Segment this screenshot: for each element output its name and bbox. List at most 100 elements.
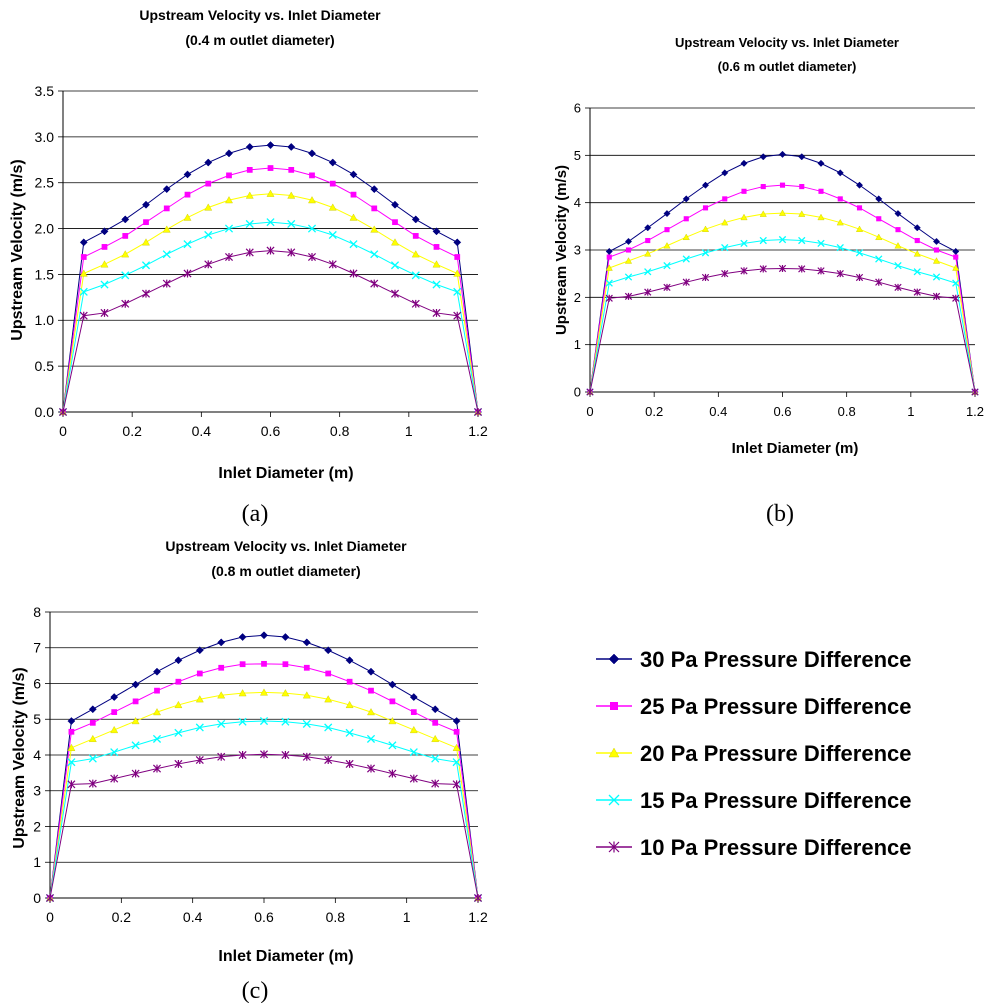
marker-star <box>238 750 247 760</box>
marker-star <box>370 279 379 288</box>
marker-x <box>324 723 333 732</box>
x-tick-label: 0.2 <box>122 423 142 439</box>
marker-triangle <box>759 210 767 217</box>
x-tick-label: 0 <box>586 404 593 419</box>
marker-x <box>238 717 247 726</box>
legend-marker-diamond <box>608 653 620 665</box>
marker-x <box>366 734 376 743</box>
marker-x <box>141 261 151 270</box>
legend-marker-square <box>610 702 618 710</box>
marker-star <box>952 294 960 302</box>
marker-diamond <box>370 185 379 194</box>
marker-triangle <box>281 689 290 697</box>
marker-square <box>184 191 191 198</box>
marker-star <box>217 752 226 761</box>
marker-square <box>389 698 396 705</box>
marker-triangle <box>624 257 633 264</box>
marker-diamond <box>195 646 204 655</box>
legend-item: 20 Pa Pressure Difference <box>596 741 912 766</box>
marker-square <box>625 247 632 253</box>
y-axis-label: Upstream Velocity (m/s) <box>9 159 26 340</box>
marker-star <box>608 841 620 853</box>
marker-star <box>302 752 311 761</box>
x-tick-label: 1 <box>907 404 914 419</box>
marker-diamond <box>204 158 213 167</box>
series-5 <box>58 246 483 417</box>
series-line <box>49 634 479 899</box>
marker-x <box>952 279 960 287</box>
marker-diamond <box>388 680 397 689</box>
marker-x <box>110 748 119 757</box>
marker-diamond <box>100 227 109 236</box>
marker-triangle <box>855 225 864 232</box>
marker-triangle <box>287 191 296 199</box>
marker-star <box>79 311 88 320</box>
marker-square <box>454 254 461 260</box>
marker-diamond <box>88 705 97 714</box>
x-tick-label: 0.8 <box>326 909 346 925</box>
marker-diamond <box>721 169 729 177</box>
marker-star <box>759 265 767 273</box>
marker-star <box>287 248 296 257</box>
marker-square <box>163 205 170 212</box>
x-tick-label: 0.6 <box>261 423 281 439</box>
marker-triangle <box>721 218 729 226</box>
marker-x <box>624 273 633 281</box>
marker-x <box>281 717 290 726</box>
marker-x <box>307 224 317 233</box>
marker-diamond <box>266 141 275 150</box>
marker-star <box>121 299 130 308</box>
marker-star <box>67 780 76 789</box>
marker-square <box>702 205 709 211</box>
marker-x <box>644 268 652 276</box>
marker-square <box>432 719 439 726</box>
y-tick-label: 3.0 <box>35 129 55 145</box>
marker-star <box>131 769 140 778</box>
marker-star <box>195 755 204 765</box>
marker-x <box>605 279 613 287</box>
marker-diamond <box>453 238 462 247</box>
y-tick-label: 5 <box>33 711 41 727</box>
marker-star <box>204 260 213 269</box>
marker-square <box>154 687 160 694</box>
marker-x <box>204 230 213 240</box>
marker-square <box>933 247 940 253</box>
marker-square <box>837 196 843 202</box>
chart-panel-c: Upstream Velocity vs. Inlet Diameter (0.… <box>11 538 488 1004</box>
series-line <box>589 153 976 393</box>
marker-square <box>80 254 87 260</box>
x-tick-label: 0.4 <box>709 404 727 419</box>
marker-x <box>388 741 397 750</box>
marker-x <box>245 219 254 229</box>
marker-star <box>932 292 941 301</box>
marker-square <box>664 227 670 233</box>
legend-label: 30 Pa Pressure Difference <box>640 647 912 672</box>
marker-square <box>371 205 378 212</box>
marker-star <box>432 308 441 317</box>
marker-x <box>701 249 710 257</box>
marker-star <box>701 273 710 282</box>
marker-square <box>205 180 212 187</box>
marker-diamond <box>308 149 316 158</box>
marker-diamond <box>349 170 358 179</box>
marker-x <box>682 255 690 263</box>
marker-diamond <box>328 158 337 167</box>
x-axis-label: Inlet Diameter (m) <box>732 440 859 457</box>
marker-triangle <box>817 213 825 221</box>
marker-diamond <box>644 224 652 232</box>
marker-triangle <box>266 189 275 197</box>
marker-star <box>152 764 162 773</box>
marker-triangle <box>913 250 921 257</box>
marker-x <box>162 250 171 259</box>
marker-square <box>303 664 310 671</box>
marker-square <box>325 670 332 677</box>
marker-square <box>89 719 96 726</box>
x-tick-label: 1.2 <box>966 404 984 419</box>
marker-square <box>309 172 315 179</box>
legend-label: 10 Pa Pressure Difference <box>640 835 912 860</box>
marker-diamond <box>131 680 140 689</box>
series-3 <box>46 688 482 902</box>
marker-square <box>350 191 357 198</box>
marker-x <box>131 741 140 750</box>
